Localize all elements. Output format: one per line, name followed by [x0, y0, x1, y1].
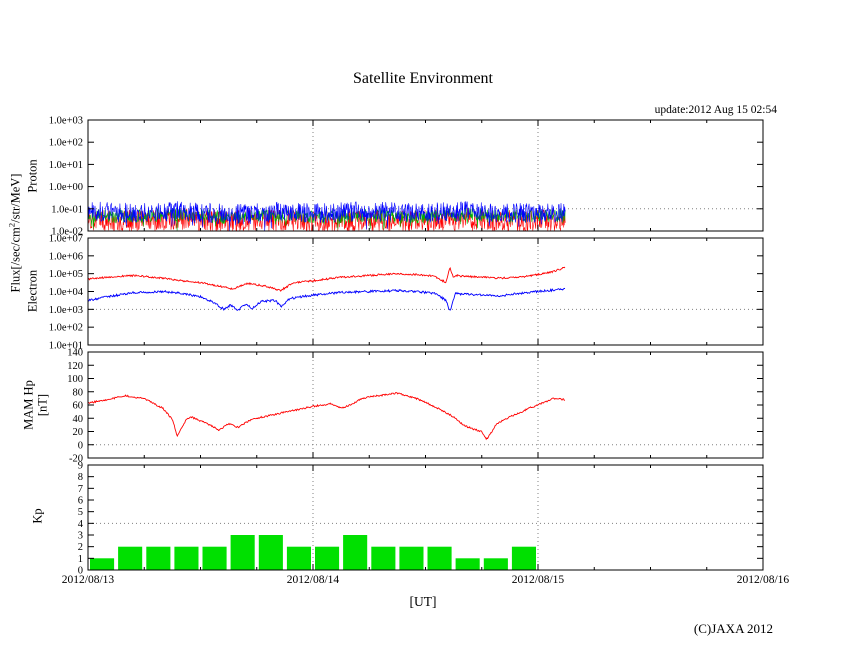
x-tick-label: 2012/08/16 [737, 574, 790, 586]
kp-axis-label: Kp [30, 508, 45, 524]
kp-bar [511, 546, 536, 570]
y-tick-label: 0 [78, 566, 83, 577]
page-title: Satellite Environment [353, 70, 493, 87]
y-tick-label: 80 [73, 387, 84, 398]
update-timestamp: update:2012 Aug 15 02:54 [654, 104, 777, 116]
y-tick-label: 1.0e+03 [49, 305, 83, 316]
proton-axis-label: Proton [25, 159, 40, 193]
y-tick-label: 4 [78, 519, 84, 530]
y-tick-label: 120 [67, 361, 83, 372]
panel-proton: 1.0e+03 1.0e+02 1.0e+01 1.0e+00 1.0e-01 1.0e-… [49, 116, 764, 238]
y-tick-label: 1.0e+01 [49, 160, 83, 171]
y-tick-label: 1.0e-01 [51, 204, 83, 215]
y-tick-label: 60 [73, 401, 84, 412]
mam-hp-axis-label: MAM Hp [nT] [22, 380, 51, 430]
y-tick-label: 2 [78, 542, 83, 553]
x-tick-label: 2012/08/15 [512, 574, 565, 586]
y-tick-label: 1.0e-02 [51, 227, 83, 238]
y-tick-label: 1.0e+04 [49, 287, 84, 298]
y-tick-label: 1.0e+07 [49, 234, 83, 245]
kp-bar [371, 546, 396, 570]
kp-bar [202, 546, 227, 570]
y-tick-label: 7 [78, 484, 83, 495]
y-tick-label: 6 [78, 496, 83, 507]
kp-bar [286, 546, 311, 570]
y-tick-label: 1.0e+05 [49, 269, 83, 280]
kp-bar [483, 558, 508, 570]
copyright: (C)JAXA 2012 [693, 621, 773, 636]
panel-mam-hp: 140 120 100 80 60 40 20 0 -20 [67, 348, 764, 465]
y-tick-label: 3 [78, 531, 83, 542]
kp-bar [343, 535, 368, 570]
panel-electron: 1.0e+07 1.0e+06 1.0e+05 1.0e+04 1.0e+03 1.0e+… [49, 234, 764, 352]
series-electron-red [87, 266, 566, 292]
flux-label-prefix: Flux[/sec/cm [8, 227, 23, 293]
y-tick-label: 100 [67, 374, 83, 385]
y-tick-label: 1.0e+03 [49, 116, 83, 127]
kp-bar [455, 558, 480, 570]
x-axis-title: [UT] [409, 594, 437, 609]
y-tick-label: -20 [69, 454, 83, 465]
kp-bar [399, 546, 424, 570]
y-tick-label: 20 [73, 427, 84, 438]
y-tick-label: 1.0e+01 [49, 341, 83, 352]
flux-label-superscript: 2 [6, 222, 17, 228]
series-proton-blue [87, 201, 566, 231]
flux-label-suffix: /str/MeV] [8, 173, 23, 223]
y-tick-label: 140 [67, 348, 83, 359]
series-electron-blue [87, 287, 566, 312]
y-tick-label: 5 [78, 507, 83, 518]
y-tick-label: 0 [78, 440, 83, 451]
kp-bar [427, 546, 452, 570]
y-tick-label: 1.0e+00 [49, 182, 83, 193]
flux-axis-label: Flux[/sec/cm2/str/MeV] [6, 174, 23, 293]
x-tick-label: 2012/08/14 [287, 574, 340, 586]
x-tick-label: 2012/08/13 [62, 574, 115, 586]
kp-bar [258, 535, 283, 570]
kp-bar [315, 546, 340, 570]
y-tick-label: 1.0e+06 [49, 251, 83, 262]
series-hp [87, 392, 566, 441]
kp-bar [230, 535, 255, 570]
y-tick-label: 40 [73, 414, 84, 425]
kp-bar [90, 558, 115, 570]
electron-axis-label: Electron [25, 269, 40, 313]
y-tick-label: 1.0e+02 [49, 323, 83, 334]
kp-bar [174, 546, 199, 570]
kp-bar [118, 546, 143, 570]
kp-bar [146, 546, 171, 570]
y-tick-label: 1 [78, 554, 83, 565]
y-tick-label: 9 [78, 461, 83, 472]
mam-hp-axis-label-line1: MAM Hp [21, 380, 36, 430]
y-tick-label: 8 [78, 472, 83, 483]
panel-frame [87, 351, 764, 459]
y-tick-label: 1.0e+02 [49, 138, 83, 149]
mam-hp-axis-label-line2: [nT] [36, 393, 50, 417]
